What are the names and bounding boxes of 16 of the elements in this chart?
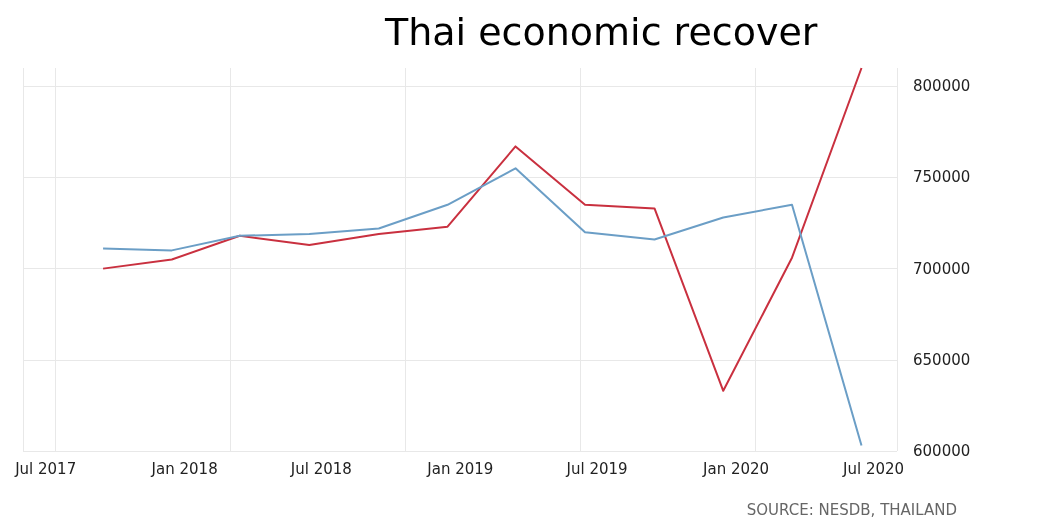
- x-tick-label: Jan 2018: [150, 459, 218, 478]
- y-tick-label: 750000: [913, 168, 971, 187]
- line-series: [102, 167, 863, 447]
- x-tick-label: Jul 2019: [565, 459, 628, 478]
- y-tick-label: 800000: [913, 77, 971, 96]
- x-tick-label: Jul 2017: [14, 459, 77, 478]
- x-tick-label: Jan 2020: [702, 459, 770, 478]
- x-tick-label: Jul 2018: [289, 459, 352, 478]
- x-tick-label: Jul 2020: [842, 459, 905, 478]
- source-note: SOURCE: NESDB, THAILAND: [746, 500, 958, 519]
- y-tick-label: 700000: [913, 259, 971, 278]
- x-tick-label: Jan 2019: [426, 459, 494, 478]
- y-tick-label: 600000: [913, 442, 971, 460]
- line-series: [102, 67, 863, 392]
- y-tick-label: 650000: [913, 350, 971, 369]
- chart-title: Thai economic recover: [384, 10, 818, 54]
